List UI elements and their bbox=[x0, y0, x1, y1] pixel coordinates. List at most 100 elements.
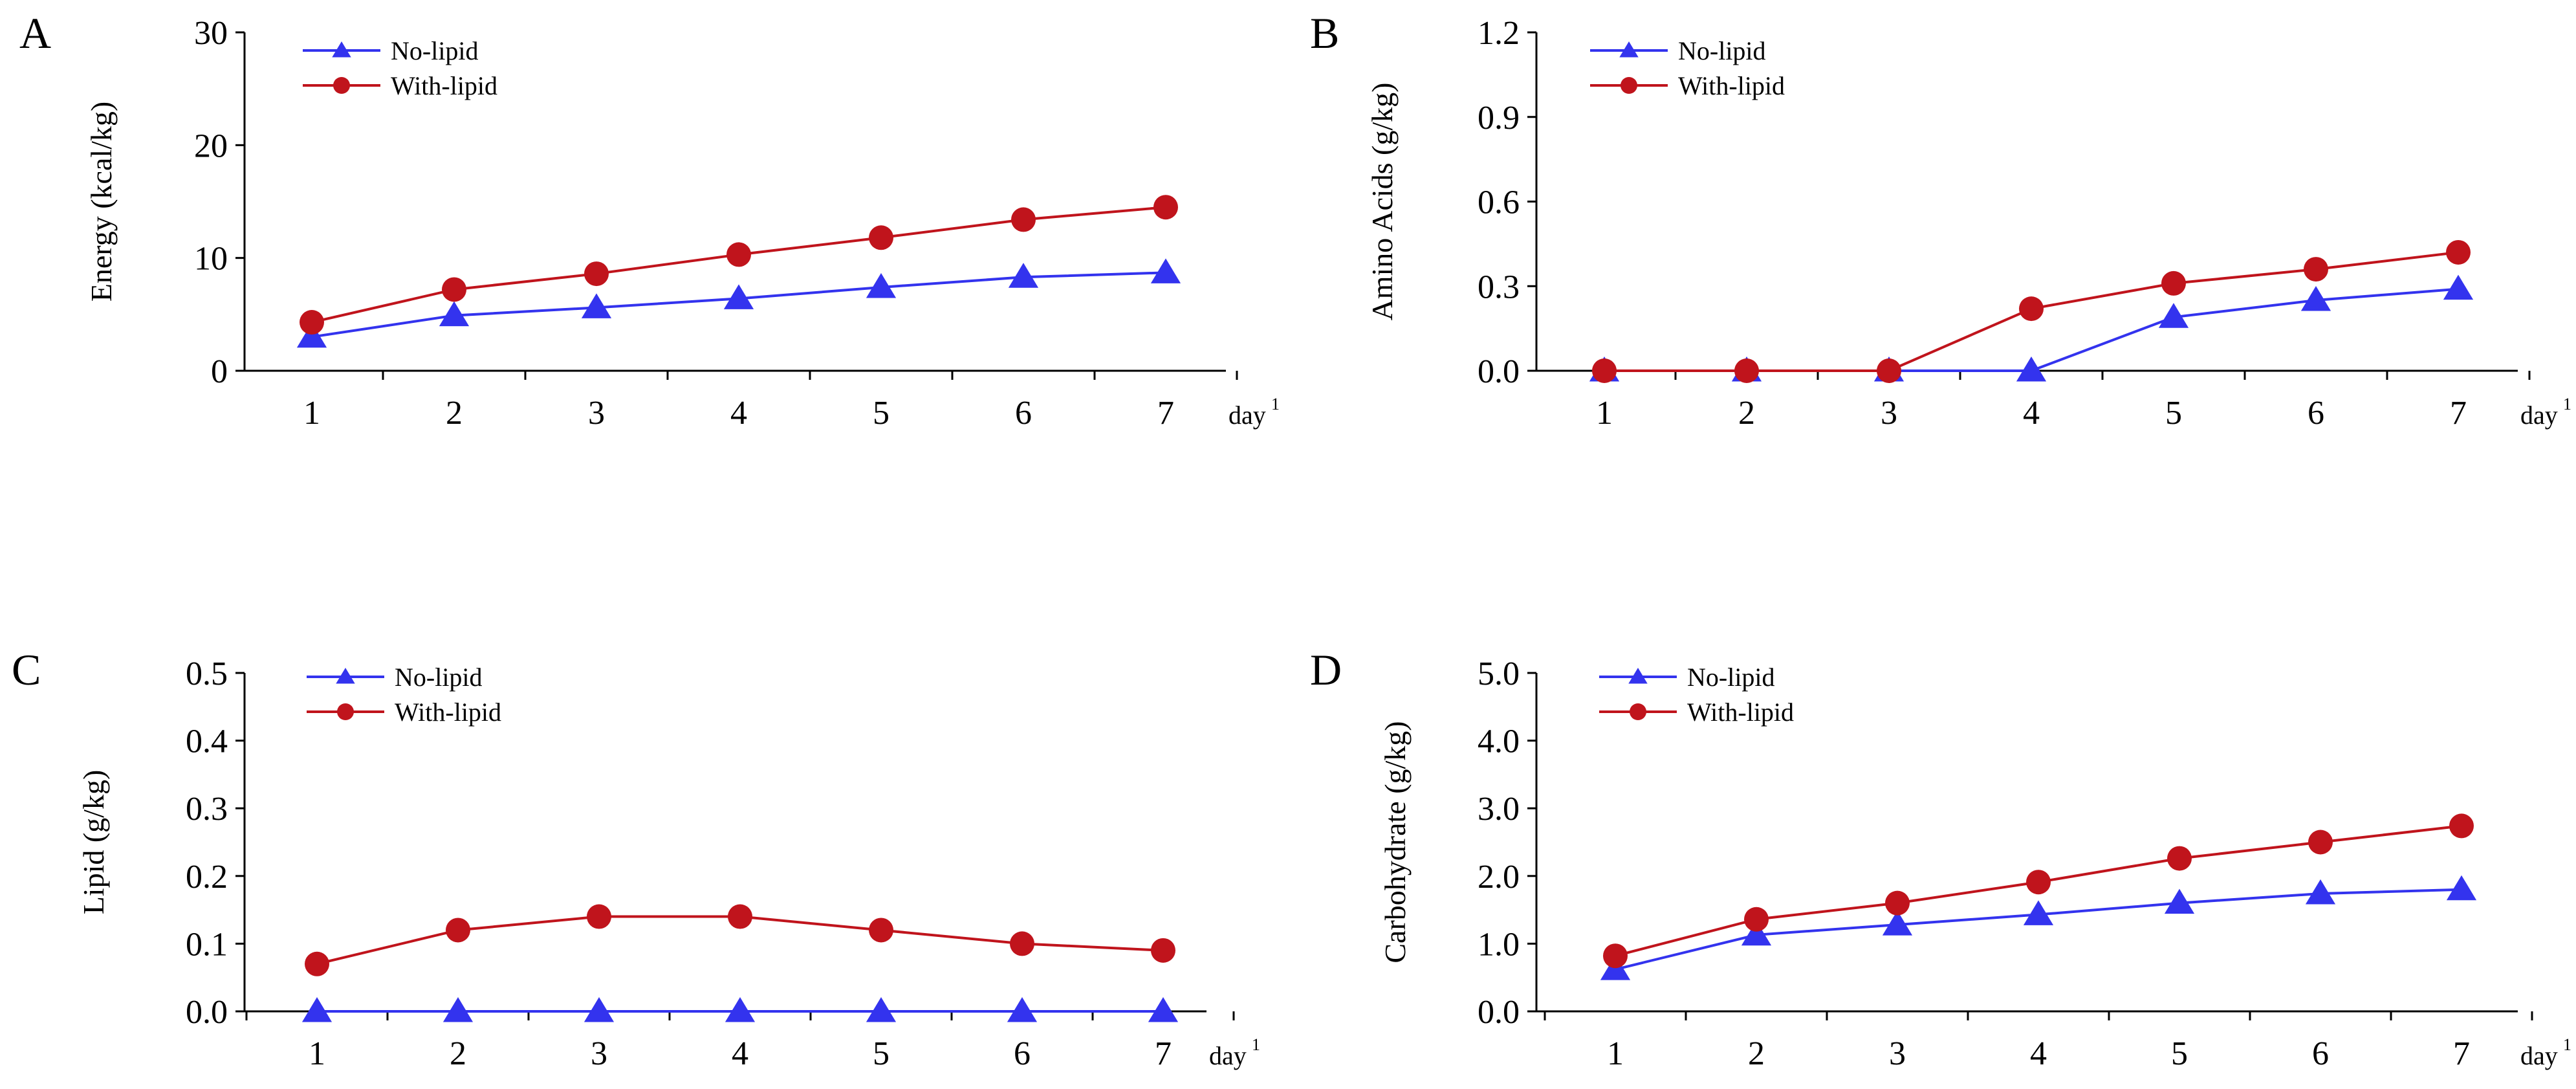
data-point-triangle bbox=[1150, 258, 1181, 283]
panel-a: A 0 10 20 30 1 2 3 4 5 6 7 day 1 Energy (kcal/kg) No-li… bbox=[19, 8, 1280, 432]
x-tick-label: 4 bbox=[730, 395, 747, 432]
data-point-circle bbox=[2161, 270, 2186, 296]
x-tick-label: 5 bbox=[873, 1035, 890, 1072]
x-tick-label: 3 bbox=[591, 1035, 607, 1072]
x-axis-unit: day bbox=[2520, 1041, 2558, 1070]
x-tick-label: 6 bbox=[1014, 1035, 1031, 1072]
x-axis-unit-superscript: 1 bbox=[1252, 1035, 1260, 1054]
y-axis-title: Carbohydrate (g/kg) bbox=[1379, 721, 1412, 963]
x-tick-label: 4 bbox=[732, 1035, 748, 1072]
data-point-triangle bbox=[2443, 274, 2474, 300]
y-tick-label: 0.0 bbox=[186, 994, 228, 1031]
data-point-circle bbox=[2446, 239, 2471, 265]
data-point-circle bbox=[584, 261, 609, 287]
data-point-circle bbox=[1153, 195, 1178, 220]
x-axis-unit-superscript: 1 bbox=[2563, 395, 2571, 413]
x-axis-unit: day bbox=[2520, 401, 2558, 430]
x-tick-label: 2 bbox=[450, 1035, 466, 1072]
data-point-circle bbox=[1592, 358, 1617, 383]
data-point-circle bbox=[726, 242, 751, 267]
data-point-triangle bbox=[296, 322, 327, 348]
data-point-circle bbox=[446, 918, 470, 943]
legend: No-lipid With-lipid bbox=[307, 663, 501, 727]
data-point-triangle bbox=[1148, 997, 1179, 1022]
legend-label: No-lipid bbox=[395, 663, 483, 692]
legend-marker-triangle bbox=[1628, 668, 1648, 684]
y-axis-title: Energy (kcal/kg) bbox=[85, 102, 118, 302]
data-point-circle bbox=[1734, 358, 1759, 383]
data-point-circle bbox=[442, 277, 466, 302]
data-point-circle bbox=[1011, 207, 1036, 232]
y-tick-label: 10 bbox=[194, 241, 228, 278]
data-point-triangle bbox=[2158, 303, 2189, 328]
legend-label: No-lipid bbox=[391, 36, 479, 65]
y-tick-label: 0.3 bbox=[1478, 269, 1520, 305]
series-with-lipid bbox=[300, 195, 1178, 335]
legend-marker-triangle bbox=[332, 41, 351, 58]
x-tick-label: 6 bbox=[2312, 1035, 2329, 1072]
panel-d: D 0.0 1.0 2.0 3.0 4.0 5.0 1 2 3 4 5 6 7 day 1 Carbohydra… bbox=[1310, 645, 2571, 1072]
data-point-triangle bbox=[581, 293, 612, 318]
data-point-circle bbox=[1603, 943, 1628, 969]
x-tick-label: 5 bbox=[2165, 395, 2182, 432]
legend: No-lipid With-lipid bbox=[1590, 36, 1785, 100]
x-tick-label: 5 bbox=[873, 395, 890, 432]
data-point-triangle bbox=[439, 301, 470, 327]
y-tick-label: 5.0 bbox=[1478, 655, 1520, 692]
x-tick-label: 2 bbox=[1738, 395, 1755, 432]
data-point-triangle bbox=[1007, 997, 1038, 1022]
legend: No-lipid With-lipid bbox=[1599, 663, 1794, 727]
y-tick-label: 2.0 bbox=[1478, 859, 1520, 896]
x-tick-label: 1 bbox=[309, 1035, 325, 1072]
x-tick-label: 3 bbox=[1889, 1035, 1906, 1072]
x-tick-label: 7 bbox=[2453, 1035, 2470, 1072]
data-point-circle bbox=[869, 225, 893, 250]
x-axis-unit: day bbox=[1209, 1041, 1247, 1070]
y-tick-label: 3.0 bbox=[1478, 791, 1520, 828]
y-tick-label: 0.1 bbox=[186, 926, 228, 963]
x-tick-label: 1 bbox=[1607, 1035, 1624, 1072]
data-point-triangle bbox=[2446, 875, 2477, 901]
series-with-lipid bbox=[1603, 813, 2474, 969]
x-tick-label: 6 bbox=[1015, 395, 1032, 432]
data-point-circle bbox=[1885, 890, 1910, 916]
data-point-circle bbox=[2026, 870, 2051, 895]
legend-label: With-lipid bbox=[1678, 71, 1785, 100]
data-point-circle bbox=[305, 951, 329, 976]
y-tick-label: 20 bbox=[194, 127, 228, 164]
x-tick-label: 4 bbox=[2030, 1035, 2047, 1072]
x-tick-label: 4 bbox=[2023, 395, 2040, 432]
y-tick-label: 1.2 bbox=[1478, 15, 1520, 52]
data-point-circle bbox=[2449, 813, 2474, 839]
data-point-triangle bbox=[2305, 879, 2336, 905]
legend: No-lipid With-lipid bbox=[303, 36, 497, 100]
series-no-lipid bbox=[1600, 875, 2477, 980]
x-tick-label: 7 bbox=[1155, 1035, 1172, 1072]
x-tick-label: 7 bbox=[1157, 395, 1174, 432]
data-point-triangle bbox=[2016, 357, 2047, 382]
data-point-circle bbox=[587, 904, 611, 929]
data-point-triangle bbox=[2164, 888, 2195, 914]
x-axis-unit: day bbox=[1228, 401, 1266, 430]
y-tick-label: 0.3 bbox=[186, 791, 228, 828]
data-point-triangle bbox=[584, 997, 615, 1022]
data-point-circle bbox=[2167, 846, 2192, 871]
data-point-triangle bbox=[2300, 286, 2331, 311]
data-point-triangle bbox=[1008, 263, 1039, 288]
y-tick-label: 0.0 bbox=[1478, 994, 1520, 1031]
y-tick-label: 0.4 bbox=[186, 723, 228, 760]
x-tick-label: 3 bbox=[588, 395, 605, 432]
data-point-circle bbox=[1151, 938, 1175, 963]
y-tick-label: 0.2 bbox=[186, 859, 228, 896]
data-point-triangle bbox=[723, 284, 754, 309]
legend-label: No-lipid bbox=[1687, 663, 1775, 692]
x-tick-label: 2 bbox=[1748, 1035, 1765, 1072]
y-tick-label: 0 bbox=[211, 353, 228, 390]
y-tick-label: 0.5 bbox=[186, 655, 228, 692]
data-point-circle bbox=[1010, 931, 1034, 956]
data-point-circle bbox=[1877, 358, 1901, 383]
data-point-circle bbox=[2019, 296, 2044, 322]
panel-c: C 0.0 0.1 0.2 0.3 0.4 0.5 1 2 3 4 5 6 7 day 1 Lipid (g/k… bbox=[12, 645, 1260, 1072]
y-axis-title: Amino Acids (g/kg) bbox=[1366, 83, 1399, 321]
